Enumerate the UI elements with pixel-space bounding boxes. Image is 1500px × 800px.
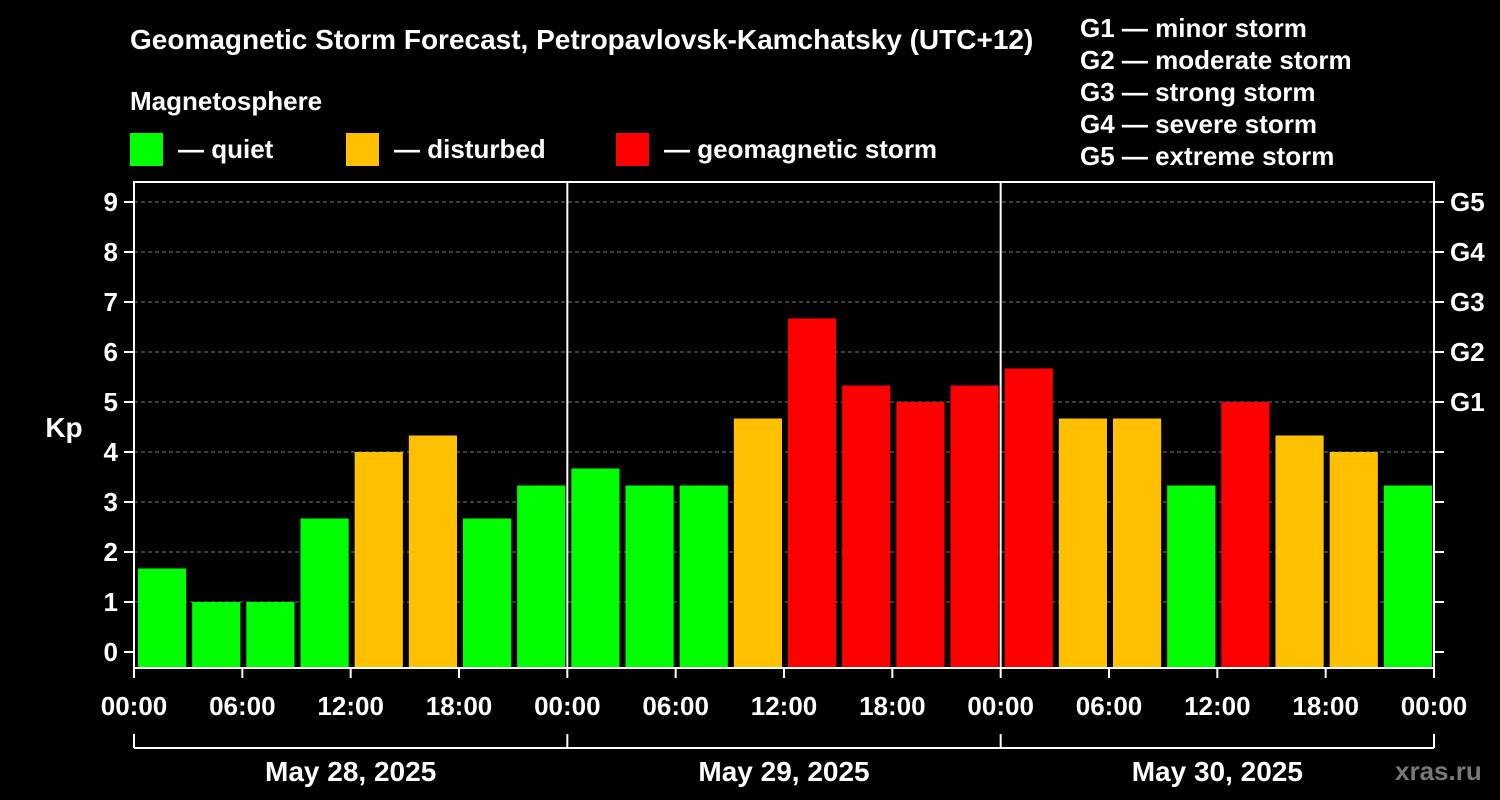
kp-bar [1004,368,1053,668]
x-tick-label: 12:00 [1184,691,1251,721]
x-tick-label: 12:00 [751,691,818,721]
y-tick-label: 9 [104,187,118,217]
y-tick-label: 6 [104,337,118,367]
x-tick-label: 18:00 [1292,691,1359,721]
x-tick-label: 18:00 [426,691,493,721]
y-tick-label: 5 [104,387,118,417]
kp-bar [246,602,295,668]
storm-level-label: G1 [1450,387,1485,417]
storm-scale-legend: G1 — minor storm G2 — moderate storm G3 … [1080,12,1352,172]
kp-bar [354,452,403,668]
kp-bar [788,318,837,668]
legend-disturbed-label: — disturbed [394,133,546,164]
storm-scale-g5: G5 — extreme storm [1080,141,1335,171]
x-tick-label: 00:00 [101,691,168,721]
storm-level-label: G3 [1450,287,1485,317]
y-tick-label: 7 [104,287,118,317]
legend-quiet-label: — quiet [178,133,274,164]
kp-bar [408,435,457,668]
x-tick-label: 06:00 [1076,691,1143,721]
storm-level-label: G5 [1450,187,1485,217]
quiet-swatch [130,132,163,166]
legend-storm-label: — geomagnetic storm [664,133,938,164]
kp-bar [1058,418,1107,668]
kp-bar [1221,402,1270,668]
y-tick-label: 8 [104,237,118,267]
kp-bar [1329,452,1378,668]
brand-watermark[interactable]: xras.ru [1395,756,1482,786]
y-tick-label: 0 [104,637,118,667]
kp-bar [679,485,728,668]
y-tick-label: 2 [104,537,118,567]
storm-level-label: G2 [1450,337,1485,367]
kp-bar [625,485,674,668]
storm-scale-g4: G4 — severe storm [1080,109,1318,139]
y-tick-label: 1 [104,587,118,617]
legend-disturbed: — disturbed [346,132,546,166]
legend-quiet: — quiet [130,132,273,166]
x-tick-label: 12:00 [317,691,384,721]
storm-scale-g3: G3 — strong storm [1080,77,1316,107]
legend-heading: Magnetosphere [130,86,323,116]
x-tick-label: 00:00 [534,691,601,721]
kp-bar [571,468,620,668]
axes: 0 1 2 3 4 5 6 7 8 9 G1 G2 G3 G4 G5 00:00 06:00 12:00 18:00… [101,181,1485,787]
kp-bar [300,518,349,668]
storm-scale-g1: G1 — minor storm [1080,13,1307,43]
kp-bar [192,602,241,668]
y-tick-label: 4 [104,437,119,467]
x-tick-label: 00:00 [967,691,1034,721]
day-label: May 28, 2025 [265,756,436,787]
legend-storm: — geomagnetic storm [616,132,937,166]
x-tick-label: 18:00 [859,691,926,721]
y-axis-label: Kp [45,412,82,443]
y-tick-label: 3 [104,487,118,517]
bars [138,318,1432,668]
kp-bar [950,385,999,668]
kp-bar [1167,485,1216,668]
x-tick-label: 06:00 [642,691,709,721]
kp-bar [842,385,891,668]
kp-bar [1275,435,1324,668]
kp-bar [138,568,187,668]
storm-level-label: G4 [1450,237,1485,267]
x-tick-label: 00:00 [1401,691,1468,721]
kp-bar [733,418,782,668]
day-label: May 29, 2025 [698,756,869,787]
storm-scale-g2: G2 — moderate storm [1080,45,1352,75]
chart-title: Geomagnetic Storm Forecast, Petropavlovs… [130,24,1034,55]
kp-bar [517,485,566,668]
storm-swatch [616,132,649,166]
day-label: May 30, 2025 [1132,756,1303,787]
kp-bar [463,518,512,668]
kp-bar [1113,418,1162,668]
x-tick-label: 06:00 [209,691,276,721]
disturbed-swatch [346,132,379,166]
kp-bar [896,402,945,668]
kp-bar [1383,485,1432,668]
